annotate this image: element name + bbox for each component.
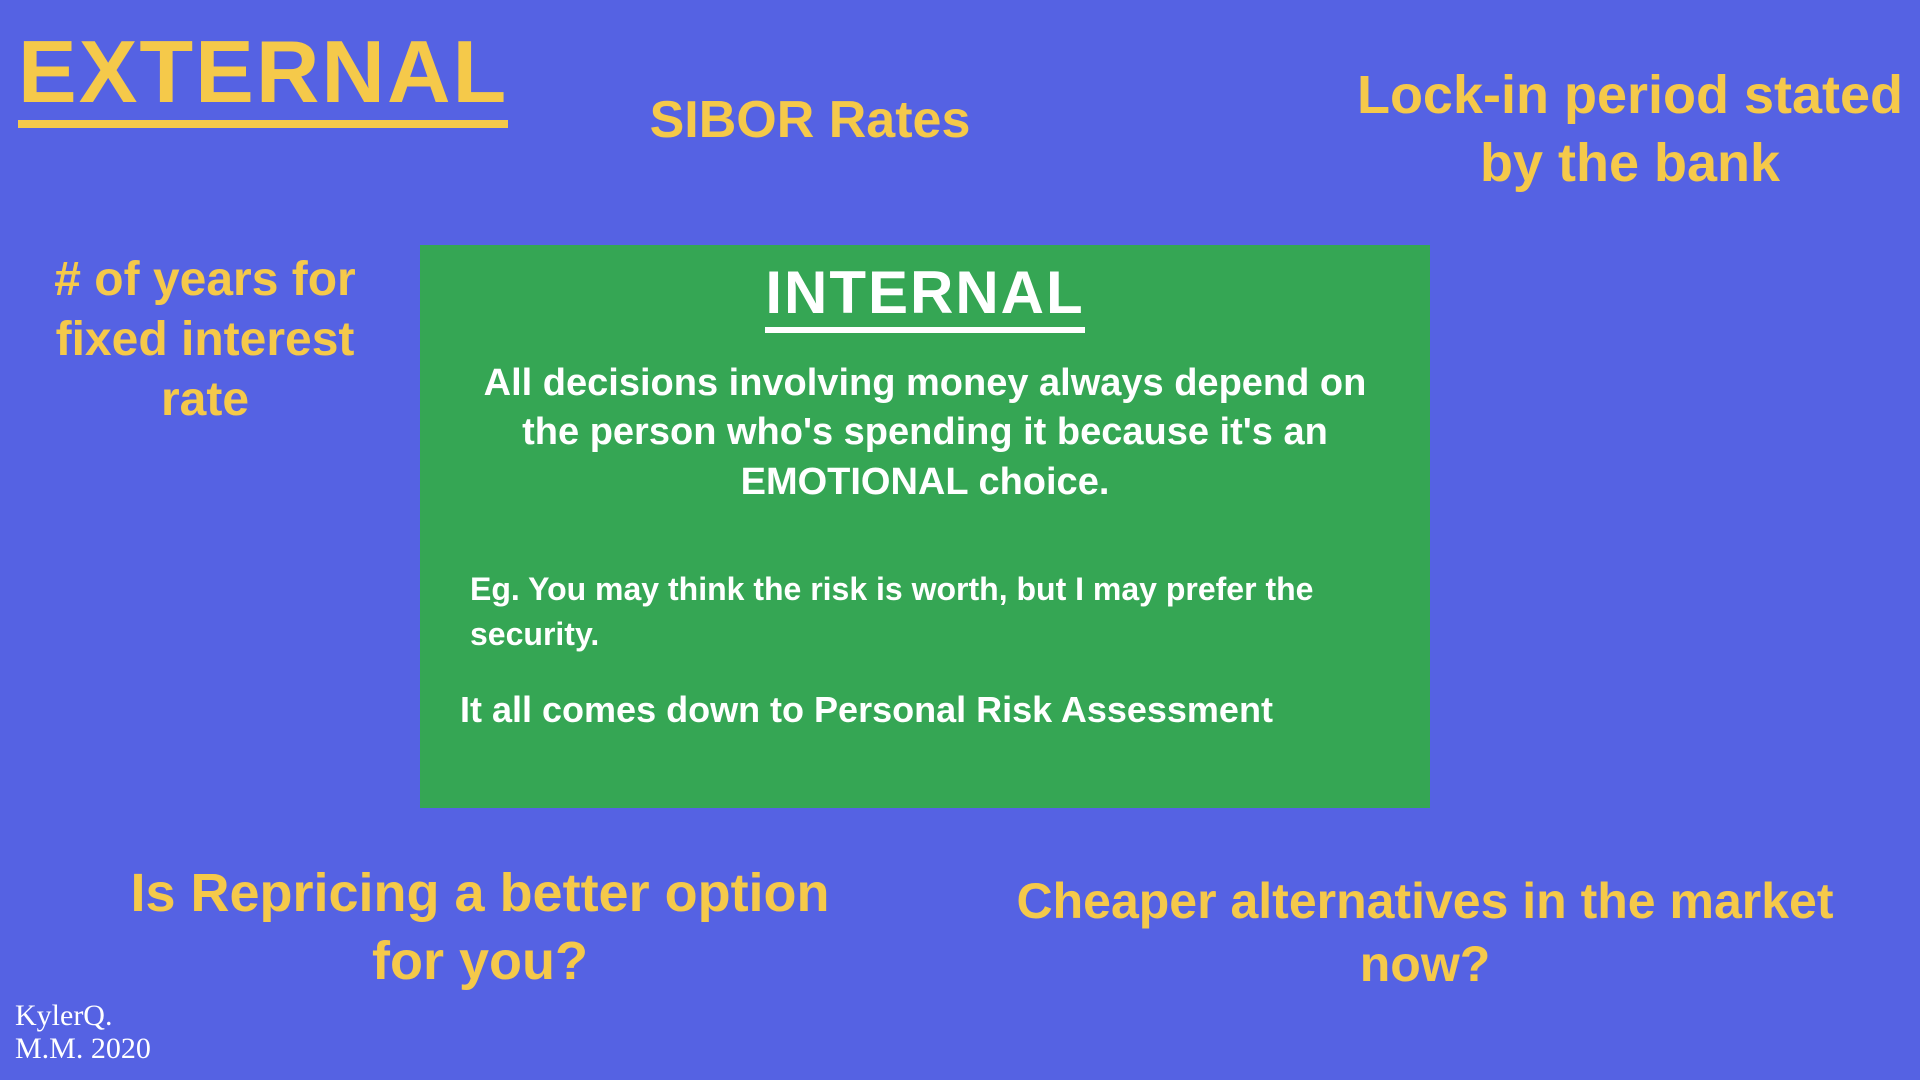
factor-repricing: Is Repricing a better option for you? (120, 860, 840, 995)
internal-conclusion-text: It all comes down to Personal Risk Asses… (460, 689, 1390, 731)
internal-heading-text: INTERNAL (765, 263, 1084, 333)
factor-years: # of years for fixed interest rate (15, 250, 395, 430)
internal-panel: INTERNAL All decisions involving money a… (420, 245, 1430, 808)
external-heading: EXTERNAL (18, 28, 508, 128)
factor-cheaper: Cheaper alternatives in the market now? (1000, 870, 1850, 995)
signature-line1: KylerQ. (15, 999, 151, 1032)
internal-heading: INTERNAL (460, 263, 1390, 333)
factor-lockin: Lock-in period stated by the bank (1350, 62, 1910, 197)
internal-example-text: Eg. You may think the risk is worth, but… (460, 567, 1390, 657)
internal-body-text: All decisions involving money always dep… (460, 359, 1390, 507)
signature-line2: M.M. 2020 (15, 1032, 151, 1065)
signature: KylerQ. M.M. 2020 (15, 999, 151, 1065)
factor-sibor: SIBOR Rates (610, 88, 1010, 153)
